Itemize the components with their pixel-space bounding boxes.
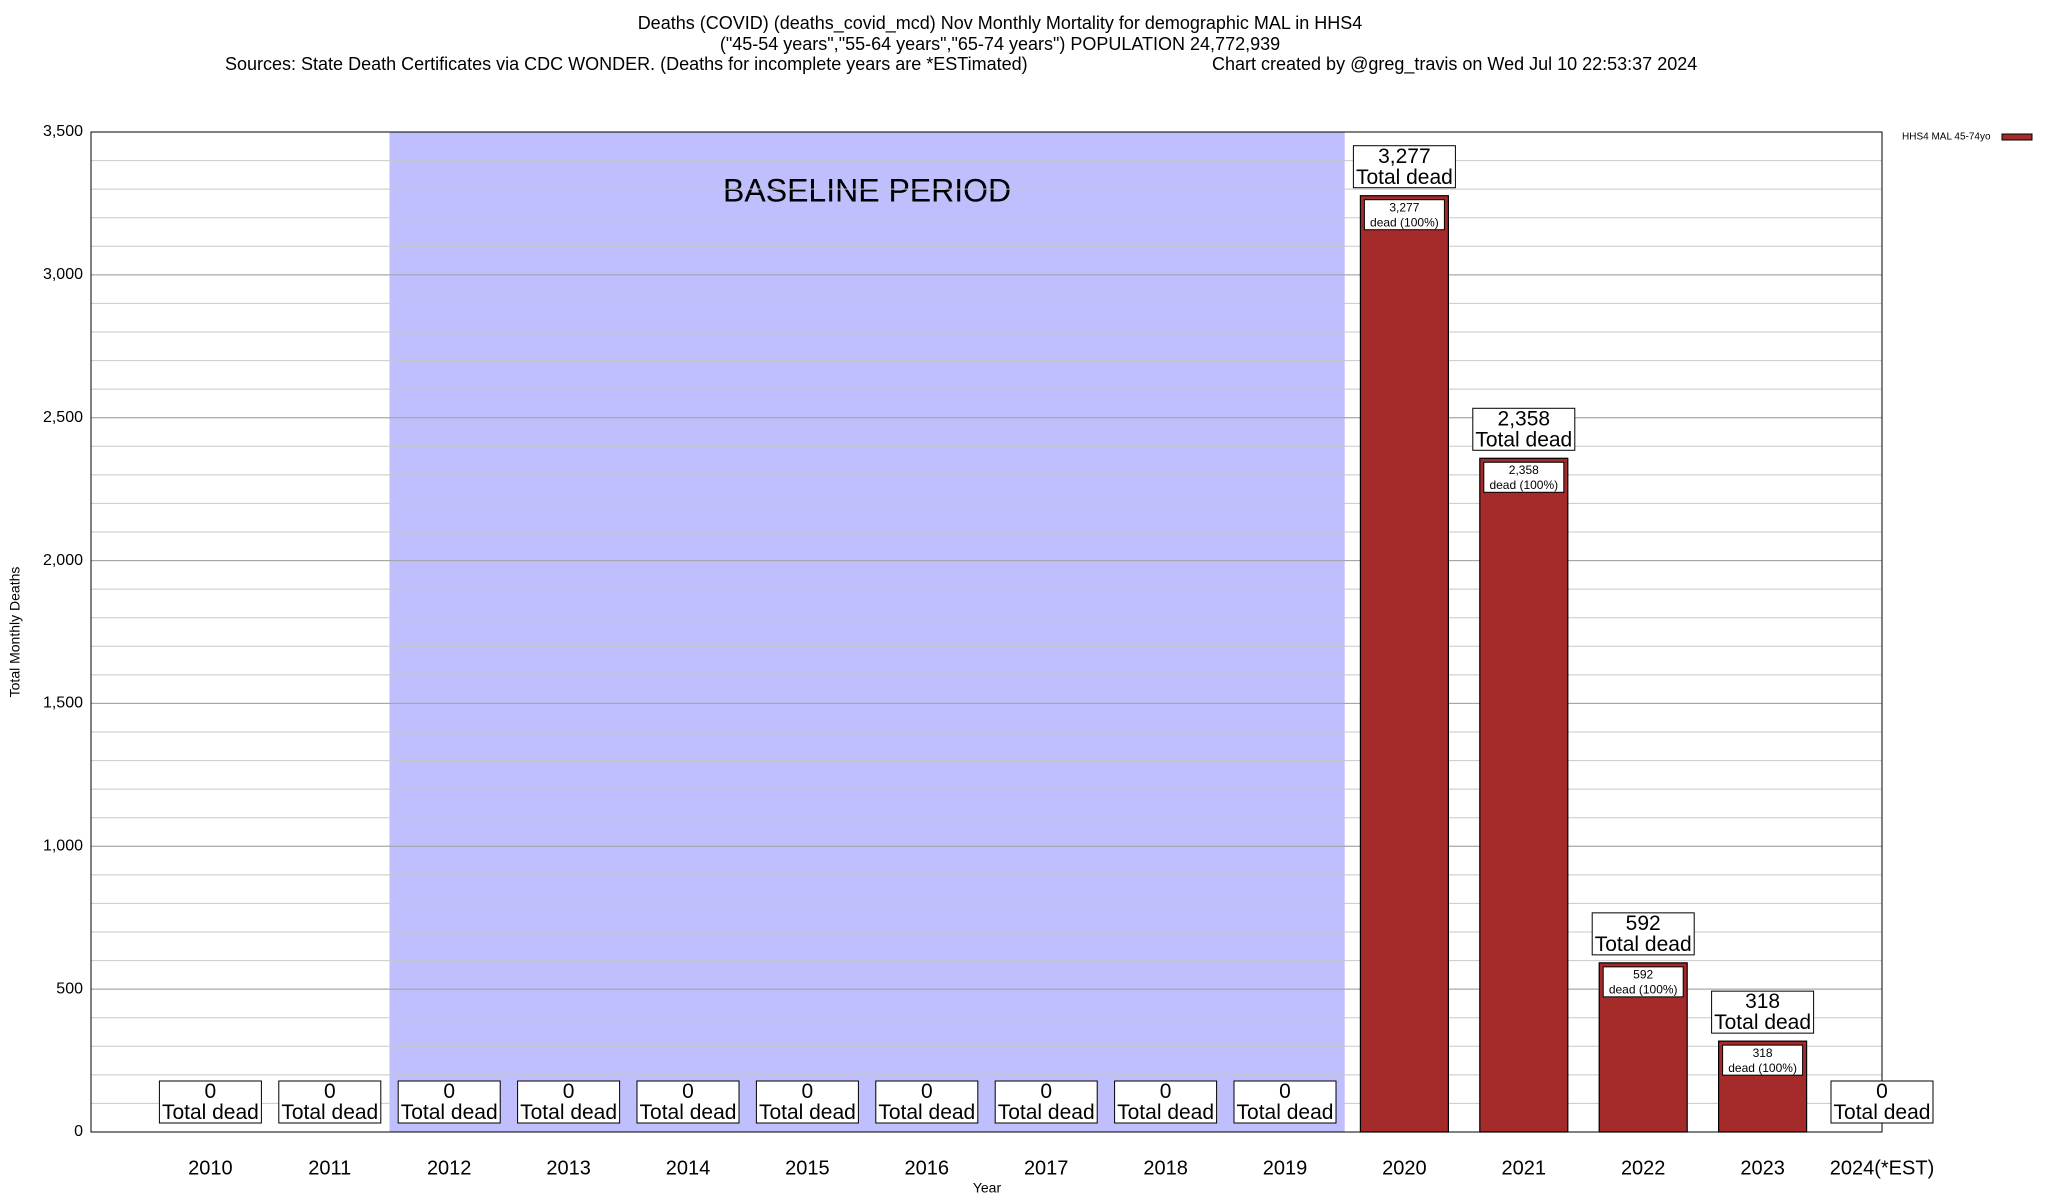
y-tick-label: 3,000	[43, 266, 83, 283]
y-tick-label: 2,500	[43, 409, 83, 426]
total-label-box	[1233, 1080, 1337, 1124]
chart-title: Deaths (COVID) (deaths_covid_mcd) Nov Mo…	[638, 13, 1363, 34]
total-label-text: Total dead	[998, 1101, 1095, 1124]
total-label-text: 0	[205, 1080, 217, 1103]
chart-credit: Chart created by @greg_travis on Wed Jul…	[1212, 54, 1697, 75]
total-label-box	[1114, 1080, 1218, 1124]
share-label-text: 592	[1633, 968, 1653, 982]
share-label-text: dead (100%)	[1370, 215, 1439, 229]
plot-frame	[90, 131, 1883, 1133]
y-tick-label: 1,500	[43, 695, 83, 712]
total-label-text: 2,358	[1498, 407, 1551, 430]
total-label-box	[278, 1080, 382, 1124]
total-label-text: Total dead	[1356, 166, 1453, 189]
x-tick-label: 2016	[905, 1157, 950, 1179]
bar	[1479, 457, 1569, 1133]
total-label-text: 0	[1160, 1080, 1172, 1103]
share-label-box	[1363, 199, 1445, 231]
total-label-text: 0	[563, 1080, 575, 1103]
total-label-box	[1591, 912, 1695, 956]
total-label-box	[1711, 990, 1815, 1034]
total-label-text: Total dead	[1834, 1101, 1931, 1124]
y-tick-label: 2,000	[43, 552, 83, 569]
share-label-text: dead (100%)	[1728, 1061, 1797, 1075]
x-tick-label: 2012	[427, 1157, 472, 1179]
bar	[1359, 195, 1450, 1133]
total-label-text: 0	[443, 1080, 455, 1103]
x-tick-label: 2011	[308, 1157, 351, 1179]
total-label-text: 592	[1626, 912, 1661, 935]
share-label-box	[1722, 1044, 1804, 1076]
y-tick-label: 3,500	[43, 123, 83, 140]
total-label-text: 0	[1876, 1080, 1888, 1103]
x-tick-label: 2020	[1382, 1157, 1427, 1179]
total-label-box	[636, 1080, 740, 1124]
share-label-text: 318	[1753, 1046, 1773, 1060]
total-label-box	[397, 1080, 501, 1124]
baseline-region	[389, 132, 1345, 1132]
share-label-text: dead (100%)	[1609, 983, 1678, 997]
y-tick-label: 500	[56, 980, 83, 997]
total-label-text: 0	[1040, 1080, 1052, 1103]
x-tick-label: 2017	[1024, 1157, 1069, 1179]
total-label-text: Total dead	[759, 1101, 856, 1124]
share-label-text: 2,358	[1509, 463, 1539, 477]
x-tick-label: 2022	[1621, 1157, 1666, 1179]
total-label-text: Total dead	[1237, 1101, 1334, 1124]
share-label-text: 3,277	[1389, 200, 1419, 214]
total-label-text: 0	[1279, 1080, 1291, 1103]
y-axis-label: Total Monthly Deaths	[7, 567, 23, 698]
share-label-box	[1602, 966, 1684, 998]
total-label-text: 3,277	[1378, 145, 1431, 168]
total-label-text: Total dead	[1595, 933, 1692, 956]
total-label-box	[755, 1080, 859, 1124]
total-label-text: 0	[682, 1080, 694, 1103]
total-label-box	[1830, 1080, 1934, 1124]
total-label-box	[1352, 145, 1456, 189]
x-tick-label: 2015	[785, 1157, 830, 1179]
total-label-text: Total dead	[1117, 1101, 1214, 1124]
x-tick-label: 2023	[1740, 1157, 1785, 1179]
x-tick-label: 2021	[1502, 1157, 1547, 1179]
total-label-box	[875, 1080, 979, 1124]
total-label-text: Total dead	[281, 1101, 378, 1124]
total-label-text: 318	[1745, 990, 1780, 1013]
total-label-text: 0	[802, 1080, 814, 1103]
x-tick-label: 2018	[1143, 1157, 1188, 1179]
x-tick-label: 2010	[188, 1157, 233, 1179]
y-tick-label: 1,000	[43, 838, 83, 855]
total-label-text: Total dead	[162, 1101, 259, 1124]
legend-swatch	[2001, 133, 2033, 141]
total-label-text: Total dead	[520, 1101, 617, 1124]
chart-subtitle: ("45-54 years","55-64 years","65-74 year…	[720, 34, 1280, 54]
baseline-label: BASELINE PERIOD	[723, 172, 1011, 208]
total-label-box	[1472, 407, 1576, 451]
total-label-box	[994, 1080, 1098, 1124]
y-tick-label: 0	[74, 1123, 83, 1140]
x-tick-label: 2013	[546, 1157, 591, 1179]
total-label-text: Total dead	[1714, 1011, 1811, 1034]
x-tick-label: 2024(*EST)	[1830, 1157, 1935, 1179]
share-label-text: dead (100%)	[1489, 478, 1558, 492]
x-axis-label: Year	[973, 1180, 1002, 1196]
total-label-box	[517, 1080, 621, 1124]
total-label-text: Total dead	[401, 1101, 498, 1124]
total-label-text: Total dead	[1475, 428, 1572, 451]
total-label-text: Total dead	[878, 1101, 975, 1124]
legend-label: HHS4 MAL 45-74yo	[1902, 132, 1991, 143]
total-label-text: 0	[324, 1080, 336, 1103]
total-label-text: Total dead	[640, 1101, 737, 1124]
x-tick-label: 2019	[1263, 1157, 1308, 1179]
chart-sources: Sources: State Death Certificates via CD…	[225, 54, 1028, 74]
x-tick-label: 2014	[666, 1157, 711, 1179]
total-label-box	[158, 1080, 262, 1124]
total-label-text: 0	[921, 1080, 933, 1103]
share-label-box	[1483, 461, 1565, 493]
